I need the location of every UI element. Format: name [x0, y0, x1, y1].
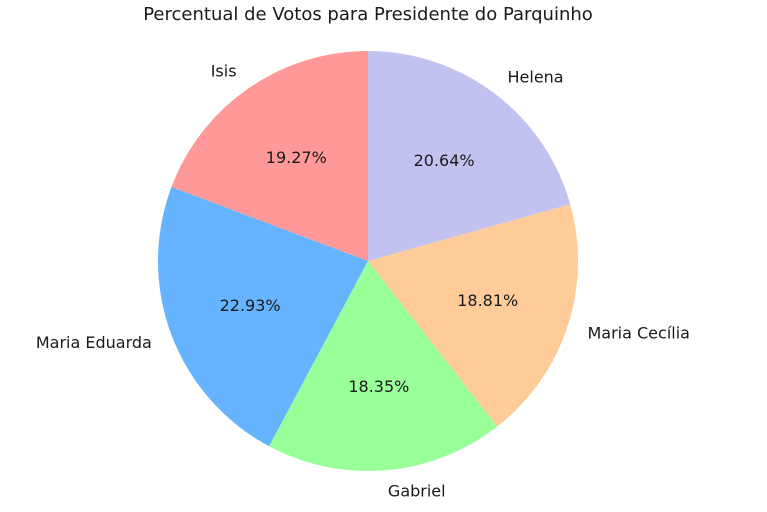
pie-name-label-helena: Helena	[508, 67, 564, 86]
pie-slices	[158, 51, 579, 471]
pie-percent-label-isis: 19.27%	[266, 148, 327, 167]
pie-percent-label-helena: 20.64%	[414, 151, 475, 170]
pie-labels: 19.27% Isis 22.93% Maria Eduarda 18.35% Gabri…	[36, 62, 690, 501]
pie-slice-helena	[368, 51, 571, 261]
pie-slice-isis	[171, 51, 368, 261]
pie-name-label-maria-cecilia: Maria Cecília	[587, 324, 689, 343]
chart-title: Percentual de Votos para Presidente do P…	[143, 4, 593, 25]
pie-name-label-gabriel: Gabriel	[388, 482, 446, 501]
pie-name-label-isis: Isis	[211, 62, 237, 81]
pie-percent-label-maria-eduarda: 22.93%	[220, 296, 281, 315]
pie-name-label-maria-eduarda: Maria Eduarda	[36, 333, 152, 352]
pie-percent-label-gabriel: 18.35%	[348, 377, 409, 396]
pie-slice-maria-eduarda	[158, 187, 368, 447]
pie-slice-maria-cecilia	[368, 204, 579, 427]
pie-slice-gabriel	[269, 261, 498, 471]
pie-percent-label-maria-cecilia: 18.81%	[457, 291, 518, 310]
